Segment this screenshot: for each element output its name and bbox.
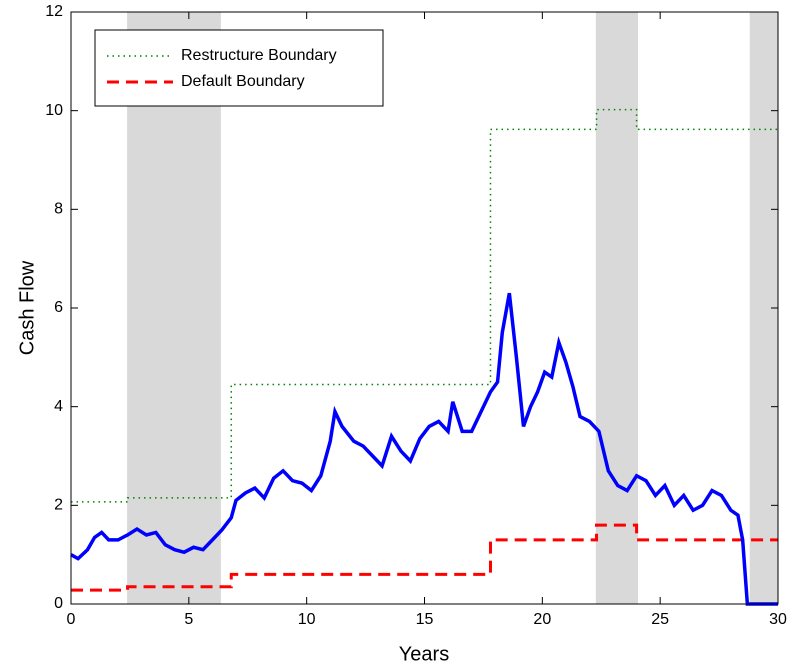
series-line bbox=[71, 108, 778, 503]
series-line bbox=[70, 292, 778, 606]
x-tick-label: 15 bbox=[416, 611, 434, 628]
series-line bbox=[71, 523, 778, 592]
x-tick-label: 20 bbox=[533, 611, 551, 628]
legend-label: Default Boundary bbox=[181, 73, 305, 90]
y-tick-label: 2 bbox=[54, 497, 63, 514]
y-tick-label: 0 bbox=[54, 595, 63, 612]
y-tick-label: 8 bbox=[54, 201, 63, 218]
y-tick-label: 4 bbox=[54, 398, 63, 415]
x-axis-label: Years bbox=[399, 643, 449, 665]
shaded-region bbox=[127, 12, 221, 604]
x-tick-label: 30 bbox=[769, 611, 787, 628]
x-tick-label: 5 bbox=[184, 611, 193, 628]
y-tick-label: 12 bbox=[45, 3, 63, 20]
legend-box bbox=[94, 29, 384, 107]
legend-label: Restructure Boundary bbox=[181, 47, 337, 64]
y-axis-label: Cash Flow bbox=[16, 260, 38, 355]
y-tick-label: 6 bbox=[54, 299, 63, 316]
x-tick-label: 0 bbox=[67, 611, 76, 628]
x-tick-label: 25 bbox=[651, 611, 669, 628]
y-tick-label: 10 bbox=[45, 102, 63, 119]
x-tick-label: 10 bbox=[298, 611, 316, 628]
shaded-region bbox=[595, 12, 639, 604]
